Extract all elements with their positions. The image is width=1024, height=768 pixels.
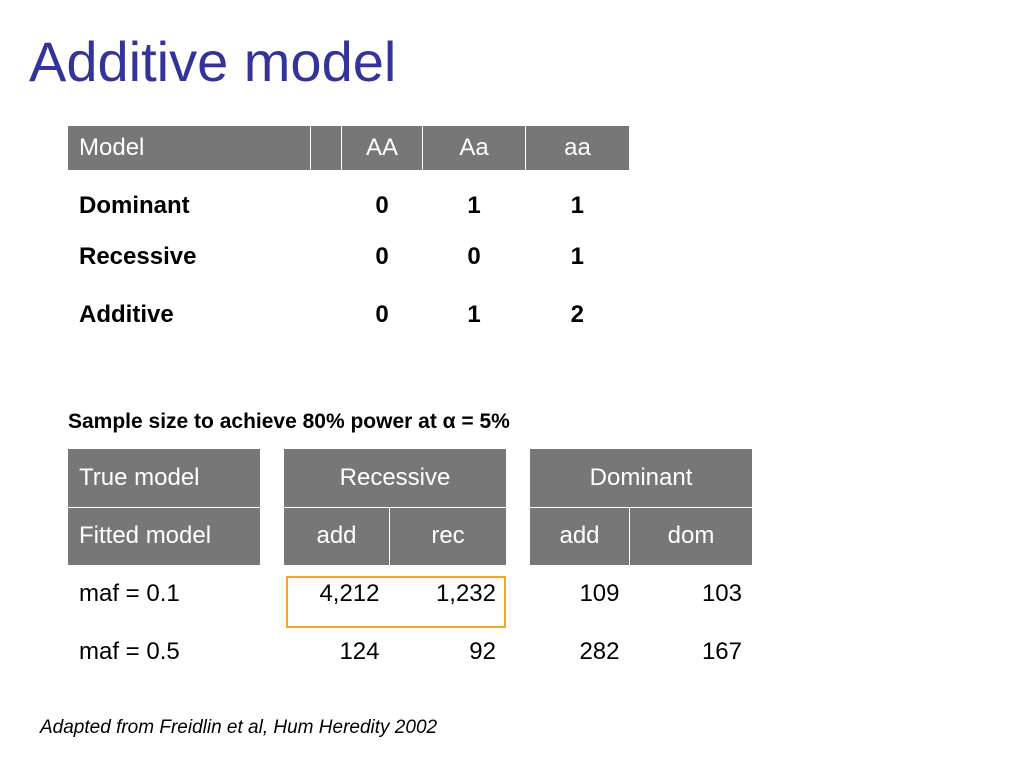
group-dominant: Dominant xyxy=(530,449,752,507)
cell-aa: 1 xyxy=(570,243,584,270)
source-citation: Adapted from Freidlin et al, Hum Heredit… xyxy=(40,717,438,738)
genetic-model-table: Model AA Aa aa Dominant 0 1 1 Recessive … xyxy=(68,126,629,344)
cell-aa: 1 xyxy=(570,192,584,219)
header-AA: AA xyxy=(341,126,423,170)
value-cell: 167 xyxy=(701,638,742,665)
header-aa: aa xyxy=(525,126,629,170)
cell-AA: 0 xyxy=(375,192,389,219)
row-model-label: Recessive xyxy=(79,243,197,270)
fitted-add-recessive: add xyxy=(284,507,390,565)
true-model-label: True model xyxy=(68,449,260,507)
cell-Aa: 1 xyxy=(467,192,481,219)
fitted-rec: rec xyxy=(389,507,506,565)
value-cell: 4,212 xyxy=(319,580,380,607)
row-model-label: Dominant xyxy=(79,192,190,219)
header-spacer xyxy=(310,126,342,170)
row-model-label: Additive xyxy=(79,301,174,328)
cell-AA: 0 xyxy=(375,301,389,328)
group-recessive: Recessive xyxy=(284,449,506,507)
fitted-model-label: Fitted model xyxy=(68,507,260,565)
value-cell: 1,232 xyxy=(435,580,496,607)
sample-size-caption: Sample size to achieve 80% power at α = … xyxy=(68,410,510,433)
table-row: maf = 0.5 124 92 282 167 xyxy=(68,623,752,681)
value-cell: 124 xyxy=(339,638,380,665)
cell-Aa: 0 xyxy=(467,243,481,270)
value-cell: 103 xyxy=(701,580,742,607)
cell-AA: 0 xyxy=(375,243,389,270)
table-row: maf = 0.1 4,212 1,232 109 103 xyxy=(68,565,752,623)
fitted-model-row: Fitted model add rec add dom xyxy=(68,507,752,565)
true-model-row: True model Recessive Dominant xyxy=(68,449,752,507)
value-cell: 282 xyxy=(579,638,620,665)
fitted-add-dominant: add xyxy=(530,507,630,565)
cell-Aa: 1 xyxy=(467,301,481,328)
header-Aa: Aa xyxy=(422,126,526,170)
fitted-dom: dom xyxy=(629,507,752,565)
sample-size-table: True model Recessive Dominant Fitted mod… xyxy=(68,449,752,681)
value-cell: 92 xyxy=(469,638,496,665)
header-model: Model xyxy=(68,126,311,170)
cell-aa: 2 xyxy=(570,301,584,328)
table-header-row: Model AA Aa aa xyxy=(68,126,629,170)
slide-title: Additive model xyxy=(29,30,397,93)
table-row: Recessive 0 0 1 xyxy=(68,228,629,286)
maf-label: maf = 0.1 xyxy=(79,580,180,607)
value-cell: 109 xyxy=(579,580,620,607)
table-row: Additive 0 1 2 xyxy=(68,286,629,344)
table-row: Dominant 0 1 1 xyxy=(68,170,629,228)
maf-label: maf = 0.5 xyxy=(79,638,180,665)
